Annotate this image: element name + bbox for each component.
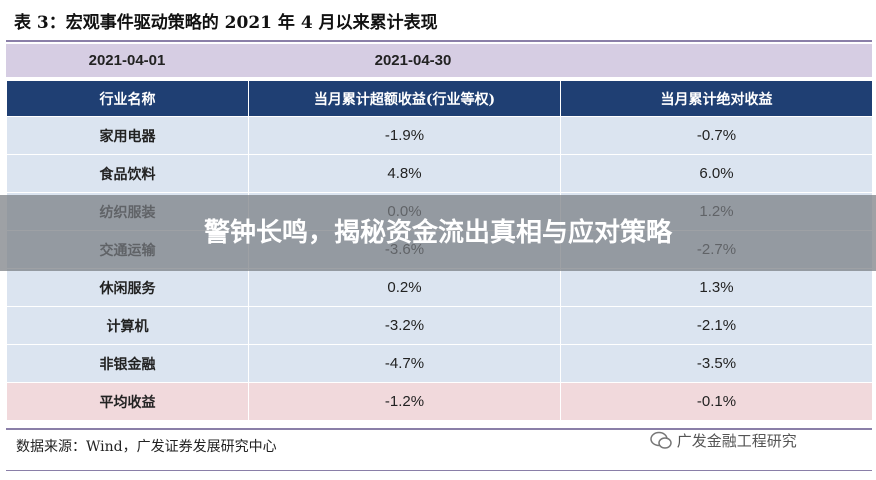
cell: 4.8%	[248, 154, 561, 193]
date-row: 2021-04-01 2021-04-30	[6, 44, 872, 77]
cell: -1.2%	[248, 382, 561, 421]
date: 2021-04-30	[374, 52, 452, 69]
table-row: 计算机 -3.2% -2.1%	[6, 306, 873, 345]
source-note: 数据来源：Wind，广发证券发展研究中心	[16, 439, 277, 455]
cell: -3.2%	[248, 306, 561, 345]
cell: 1.3%	[560, 268, 873, 307]
rule	[6, 40, 872, 42]
watermark-text: 广发金融工程研究	[676, 432, 797, 450]
rule	[6, 428, 872, 430]
table-row: 家用电器 -1.9% -0.7%	[6, 116, 873, 155]
cell: -1.9%	[248, 116, 561, 155]
cell: -3.5%	[560, 344, 873, 383]
row-label: 计算机	[6, 306, 249, 345]
header-row: 行业名称 当月累计超额收益(行业等权) 当月累计绝对收益	[6, 80, 873, 117]
cell: 6.0%	[560, 154, 873, 193]
column-header: 行业名称	[6, 80, 249, 117]
table-title: 表 3：宏观事件驱动策略的 2021 年 4 月以来累计表现	[14, 13, 438, 33]
watermark: 广发金融工程研究	[650, 430, 797, 451]
table-row: 非银金融 -4.7% -3.5%	[6, 344, 873, 383]
row-label: 休闲服务	[6, 268, 249, 307]
row-label: 家用电器	[6, 116, 249, 155]
row-label: 食品饮料	[6, 154, 249, 193]
cell: -0.1%	[560, 382, 873, 421]
cell: 0.2%	[248, 268, 561, 307]
banner: 警钟长鸣，揭秘资金流出真相与应对策略	[0, 195, 876, 271]
row-label: 非银金融	[6, 344, 249, 383]
wechat-icon	[650, 431, 672, 449]
table-row: 平均收益 -1.2% -0.1%	[6, 382, 873, 421]
date: 2021-04-01	[88, 52, 166, 69]
rule	[6, 470, 872, 471]
table-row: 食品饮料 4.8% 6.0%	[6, 154, 873, 193]
table-row: 休闲服务 0.2% 1.3%	[6, 268, 873, 307]
cell: -4.7%	[248, 344, 561, 383]
column-header: 当月累计超额收益(行业等权)	[248, 80, 561, 117]
column-header: 当月累计绝对收益	[560, 80, 873, 117]
cell: -0.7%	[560, 116, 873, 155]
cell: -2.1%	[560, 306, 873, 345]
row-label: 平均收益	[6, 382, 249, 421]
